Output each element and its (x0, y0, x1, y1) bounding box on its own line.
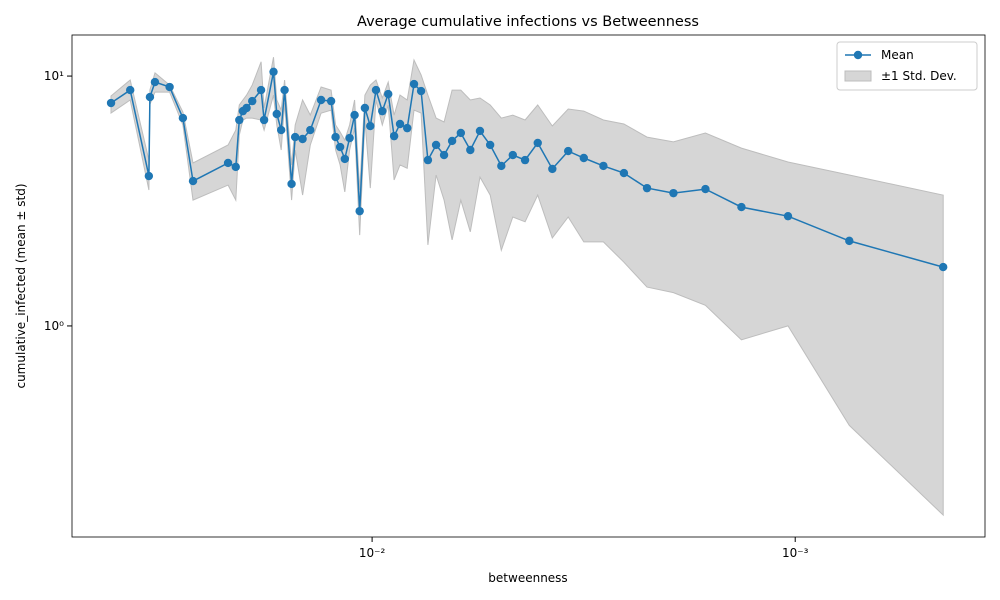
mean-marker (331, 132, 340, 142)
y-tick-label: 10⁰ (44, 319, 64, 333)
mean-marker (423, 155, 433, 165)
mean-marker (403, 123, 412, 133)
mean-marker (371, 85, 381, 95)
mean-marker (290, 132, 300, 142)
mean-marker (316, 95, 326, 105)
mean-marker (384, 89, 393, 99)
mean-marker (144, 171, 154, 181)
mean-marker (642, 183, 652, 193)
mean-marker (669, 188, 678, 198)
mean-marker (248, 96, 257, 106)
mean-marker (619, 168, 629, 178)
legend-marker (853, 50, 863, 60)
mean-marker (272, 109, 281, 119)
mean-marker (416, 86, 426, 96)
mean-marker (188, 176, 198, 186)
legend-box (836, 41, 978, 91)
mean-marker (276, 125, 286, 135)
mean-marker (485, 140, 495, 150)
std-band (110, 57, 944, 517)
mean-marker (563, 146, 573, 156)
mean-marker (701, 184, 710, 194)
mean-marker (256, 85, 266, 95)
mean-marker (298, 134, 307, 144)
y-axis-label: cumulative_infected (mean ± std) (14, 183, 28, 388)
mean-marker (150, 77, 160, 87)
mean-marker (259, 115, 269, 125)
mean-marker (737, 202, 746, 212)
mean-marker (456, 128, 466, 138)
mean-marker (242, 103, 251, 113)
mean-marker (533, 138, 542, 148)
mean-marker (447, 136, 457, 146)
mean-marker (340, 154, 350, 164)
mean-marker (366, 121, 375, 131)
mean-marker (845, 236, 854, 246)
mean-marker (178, 113, 188, 123)
y-tick-label: 10¹ (44, 69, 64, 83)
mean-marker (326, 96, 336, 106)
mean-marker (395, 119, 405, 129)
x-tick-label: 10⁻³ (782, 546, 809, 560)
mean-marker (145, 92, 155, 102)
chart-title: Average cumulative infections vs Between… (357, 14, 699, 30)
mean-marker (287, 179, 296, 189)
mean-marker (497, 161, 506, 171)
mean-marker (938, 262, 948, 272)
mean-marker (231, 162, 240, 172)
mean-marker (235, 115, 244, 125)
mean-marker (431, 140, 441, 150)
mean-marker (466, 145, 475, 155)
mean-marker (335, 142, 345, 152)
mean-marker (306, 125, 315, 135)
mean-marker (355, 206, 364, 216)
mean-marker (126, 85, 135, 95)
plot-area (106, 57, 948, 517)
legend-swatch (844, 70, 872, 82)
x-tick-label: 10⁻² (359, 546, 386, 560)
mean-marker (599, 161, 608, 171)
mean-marker (520, 155, 530, 165)
mean-marker (106, 98, 116, 108)
legend-label: ±1 Std. Dev. (881, 69, 957, 83)
mean-marker (579, 153, 588, 163)
mean-marker (378, 106, 387, 116)
mean-marker (280, 85, 289, 95)
mean-marker (409, 79, 419, 89)
mean-marker (389, 131, 399, 141)
mean-marker (223, 158, 233, 168)
mean-marker (475, 126, 485, 136)
x-axis-label: betweenness (488, 571, 567, 585)
mean-marker (345, 133, 354, 143)
mean-marker (165, 82, 174, 92)
mean-marker (269, 67, 278, 77)
legend-label: Mean (881, 48, 914, 62)
mean-marker (508, 150, 518, 160)
mean-marker (350, 110, 359, 120)
mean-marker (783, 211, 793, 221)
mean-marker (360, 103, 370, 113)
mean-marker (548, 164, 557, 174)
axes-frame (71, 34, 986, 538)
mean-marker (439, 150, 449, 160)
